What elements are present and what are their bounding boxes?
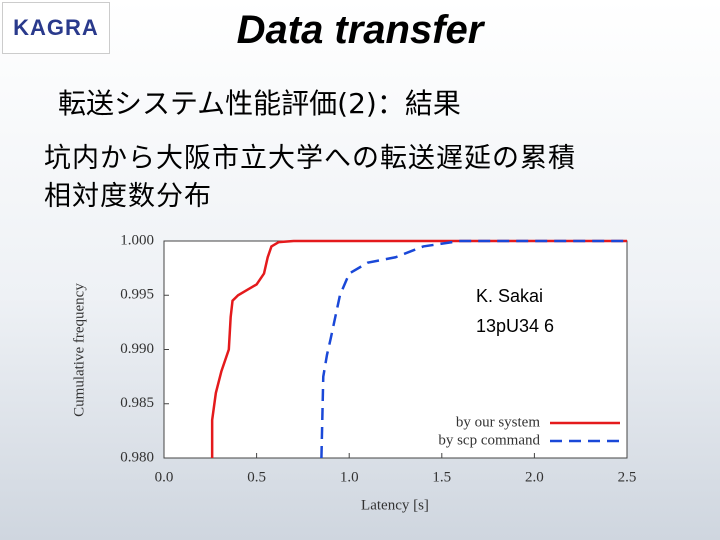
body-text: 坑内から大阪市立大学への転送遅延の累積	[44, 143, 576, 174]
body-text: 相対度数分布	[44, 181, 212, 212]
series-line	[320, 239, 627, 459]
y-tick-label: 1.000	[120, 232, 154, 248]
logo: KAGRA	[2, 2, 110, 54]
x-tick-label: 0.5	[247, 469, 266, 485]
plot-frame	[163, 240, 628, 459]
slide-title: Data transfer	[236, 8, 484, 52]
y-tick-label: 0.980	[120, 449, 154, 465]
annotation: K. Sakai	[476, 286, 543, 306]
x-tick-label: 2.0	[525, 469, 544, 485]
y-tick-label: 0.985	[120, 395, 154, 411]
annotation: 13pU34 6	[476, 316, 554, 336]
y-axis-label: Cumulative frequency	[71, 283, 87, 417]
x-axis-label: Latency [s]	[361, 497, 429, 513]
x-tick-label: 0.0	[155, 469, 174, 485]
y-tick-label: 0.990	[120, 341, 154, 357]
legend-label: by scp command	[438, 432, 540, 448]
x-tick-label: 1.0	[340, 469, 359, 485]
x-tick-label: 2.5	[618, 469, 637, 485]
legend-label: by our system	[456, 414, 540, 430]
series-line	[210, 239, 627, 458]
slide-subtitle: 転送システム性能評価(2)：結果	[58, 87, 461, 120]
y-tick-label: 0.995	[120, 287, 154, 303]
x-tick-label: 1.5	[432, 469, 451, 485]
